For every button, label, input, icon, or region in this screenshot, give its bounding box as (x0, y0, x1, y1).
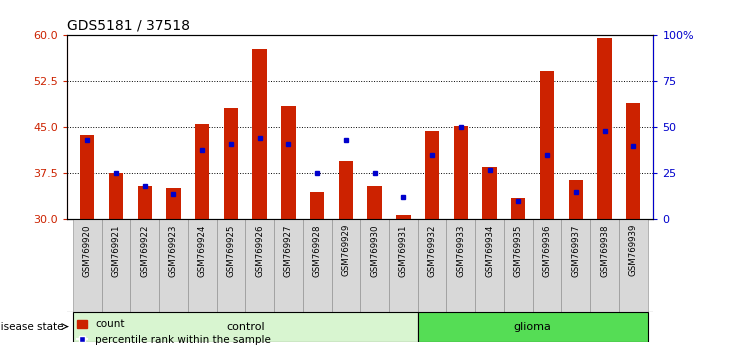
Text: GSM769920: GSM769920 (82, 224, 92, 276)
Text: GSM769927: GSM769927 (284, 224, 293, 276)
Text: disease state: disease state (0, 321, 64, 332)
Bar (418, 219, 447, 312)
Bar (483, 167, 496, 219)
Text: GSM769938: GSM769938 (600, 224, 609, 276)
Bar (590, 219, 619, 312)
Bar (504, 219, 533, 312)
Bar (303, 219, 331, 312)
Bar (224, 108, 238, 219)
Text: GSM769930: GSM769930 (370, 224, 379, 276)
Bar (274, 219, 303, 312)
Text: GSM769921: GSM769921 (112, 224, 120, 276)
Text: GSM769934: GSM769934 (485, 224, 494, 276)
Bar (533, 219, 561, 312)
Bar (159, 219, 188, 312)
Text: glioma: glioma (514, 321, 552, 332)
Bar (245, 219, 274, 312)
Bar (195, 124, 210, 219)
Text: control: control (226, 321, 265, 332)
Bar (109, 173, 123, 219)
Text: GSM769935: GSM769935 (514, 224, 523, 276)
Text: GSM769939: GSM769939 (629, 224, 638, 276)
Bar (73, 312, 418, 342)
Bar (339, 161, 353, 219)
Bar (511, 198, 526, 219)
Text: GSM769931: GSM769931 (399, 224, 408, 276)
Bar (367, 186, 382, 219)
Bar (619, 219, 648, 312)
Bar (188, 219, 217, 312)
Bar (561, 219, 590, 312)
Bar (418, 312, 648, 342)
Bar (166, 188, 180, 219)
Bar (569, 179, 583, 219)
Text: GDS5181 / 37518: GDS5181 / 37518 (67, 19, 190, 33)
Bar (101, 219, 131, 312)
Text: GSM769932: GSM769932 (428, 224, 437, 276)
Bar (361, 219, 389, 312)
Bar (137, 186, 152, 219)
Bar (597, 39, 612, 219)
Bar (396, 215, 410, 219)
Bar (331, 219, 361, 312)
Text: GSM769928: GSM769928 (312, 224, 322, 276)
Bar (453, 126, 468, 219)
Bar (626, 103, 640, 219)
Bar (281, 106, 296, 219)
Bar (447, 219, 475, 312)
Bar (80, 135, 94, 219)
Bar (217, 219, 245, 312)
Text: GSM769936: GSM769936 (542, 224, 552, 276)
Bar (73, 219, 101, 312)
Text: GSM769925: GSM769925 (226, 224, 236, 276)
Text: GSM769937: GSM769937 (572, 224, 580, 276)
Text: GSM769923: GSM769923 (169, 224, 178, 276)
Bar (425, 131, 439, 219)
Bar (310, 192, 324, 219)
Text: GSM769924: GSM769924 (198, 224, 207, 276)
Bar (389, 219, 418, 312)
Bar (475, 219, 504, 312)
Text: GSM769929: GSM769929 (342, 224, 350, 276)
Bar (253, 49, 267, 219)
Text: GSM769933: GSM769933 (456, 224, 465, 276)
Text: GSM769922: GSM769922 (140, 224, 149, 276)
Legend: count, percentile rank within the sample: count, percentile rank within the sample (72, 315, 275, 349)
Text: GSM769926: GSM769926 (255, 224, 264, 276)
Bar (540, 71, 554, 219)
Bar (131, 219, 159, 312)
